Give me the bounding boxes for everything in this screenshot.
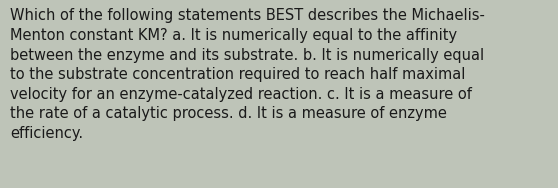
Text: Which of the following statements BEST describes the Michaelis-
Menton constant : Which of the following statements BEST d… xyxy=(10,8,485,141)
